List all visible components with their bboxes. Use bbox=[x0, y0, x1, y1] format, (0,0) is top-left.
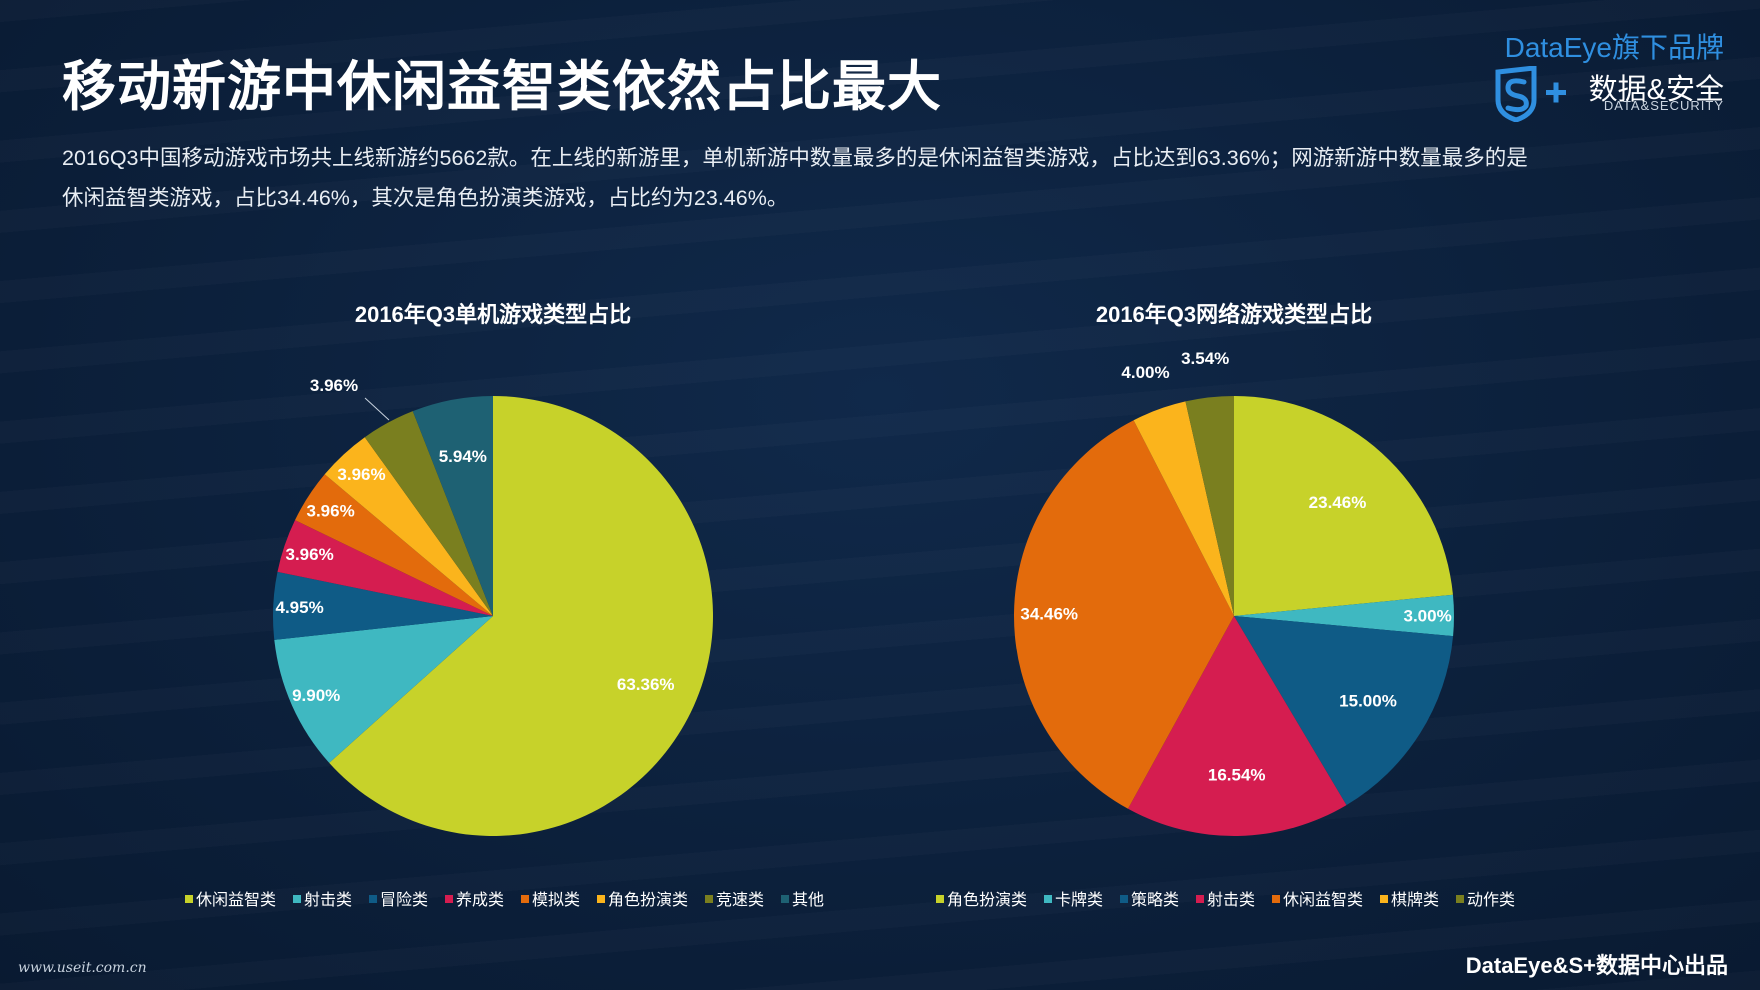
legend-swatch bbox=[1456, 895, 1464, 903]
data-label: 9.90% bbox=[292, 686, 340, 705]
data-label: 16.54% bbox=[1208, 765, 1266, 784]
pie-slice bbox=[1185, 396, 1234, 616]
legend-swatch bbox=[521, 895, 529, 903]
data-label: 23.46% bbox=[1309, 493, 1367, 512]
legend-swatch bbox=[1044, 895, 1052, 903]
legend-label: 竞速类 bbox=[716, 891, 764, 909]
page-description: 2016Q3中国移动游戏市场共上线新游约5662款。在上线的新游里，单机新游中数… bbox=[62, 138, 1622, 218]
brand-name: 数据&安全 bbox=[1588, 74, 1724, 106]
page-title: 移动新游中休闲益智类依然占比最大 bbox=[62, 57, 942, 117]
legend-label: 卡牌类 bbox=[1055, 891, 1103, 909]
legend-label: 动作类 bbox=[1467, 891, 1515, 909]
pie-slice bbox=[1234, 396, 1453, 616]
brand-name-en: DATA&SECURITY bbox=[1603, 98, 1724, 113]
legend-swatch bbox=[369, 895, 377, 903]
pie-slice bbox=[277, 520, 493, 616]
data-label: 3.54% bbox=[1181, 349, 1229, 368]
legend-label: 角色扮演类 bbox=[608, 891, 688, 909]
pie-slice bbox=[1234, 616, 1454, 806]
legend-label: 射击类 bbox=[304, 891, 352, 909]
legend-swatch bbox=[185, 895, 193, 903]
legend-label: 其他 bbox=[792, 891, 824, 909]
legend-label: 策略类 bbox=[1131, 891, 1179, 909]
legend-swatch bbox=[445, 895, 453, 903]
legend-swatch bbox=[1380, 895, 1388, 903]
data-label: 3.96% bbox=[306, 502, 354, 521]
data-label: 3.00% bbox=[1403, 607, 1451, 626]
data-label: 3.96% bbox=[285, 545, 333, 564]
leader-line bbox=[364, 397, 390, 421]
s-plus-shield-icon bbox=[1495, 66, 1566, 122]
legend-swatch bbox=[1196, 895, 1204, 903]
legend-label: 休闲益智类 bbox=[1283, 891, 1363, 909]
pie-slice bbox=[324, 437, 493, 616]
legend-swatch bbox=[1120, 895, 1128, 903]
legend-label: 射击类 bbox=[1207, 891, 1255, 909]
data-label: 3.96% bbox=[310, 376, 358, 395]
pie-slice bbox=[364, 411, 493, 616]
data-label: 34.46% bbox=[1020, 604, 1078, 623]
pie-chart-2: 2016年Q3网络游戏类型占比 23.46% 3.00% 15.00% 16.54% 34… bbox=[936, 302, 1515, 909]
legend-swatch bbox=[705, 895, 713, 903]
data-label: 4.95% bbox=[275, 598, 323, 617]
legend-label: 棋牌类 bbox=[1391, 891, 1439, 909]
pie-slice bbox=[412, 396, 493, 616]
chart-title: 2016年Q3网络游戏类型占比 bbox=[1096, 302, 1372, 327]
pie-slice bbox=[272, 571, 493, 640]
legend-label: 模拟类 bbox=[532, 891, 580, 909]
legend-label: 角色扮演类 bbox=[947, 891, 1027, 909]
brand-block: DataEye旗下品牌 数据&安全 DATA&SECURITY bbox=[1464, 26, 1724, 122]
data-label: 5.94% bbox=[439, 447, 487, 466]
pie-slice bbox=[1128, 616, 1347, 837]
footer-url: www.useit.com.cn bbox=[18, 960, 147, 976]
data-label: 63.36% bbox=[617, 675, 675, 694]
pie-slice bbox=[329, 396, 713, 836]
legend-swatch bbox=[293, 895, 301, 903]
legend-label: 冒险类 bbox=[380, 891, 428, 909]
data-label: 15.00% bbox=[1339, 692, 1397, 711]
description-line-1: 2016Q3中国移动游戏市场共上线新游约5662款。在上线的新游里，单机新游中数… bbox=[62, 146, 1528, 170]
data-label: 3.96% bbox=[337, 465, 385, 484]
chart-title: 2016年Q3单机游戏类型占比 bbox=[355, 302, 631, 327]
pie-slice bbox=[1234, 594, 1454, 637]
legend-swatch bbox=[936, 895, 944, 903]
pie-slice bbox=[1013, 420, 1234, 809]
brand-tagline: DataEye旗下品牌 bbox=[1504, 32, 1724, 63]
data-label: 4.00% bbox=[1121, 363, 1169, 382]
description-line-2: 休闲益智类游戏，占比34.46%，其次是角色扮演类游戏，占比约为23.46%。 bbox=[62, 186, 789, 210]
legend-label: 休闲益智类 bbox=[196, 891, 276, 909]
pie-chart-1: 2016年Q3单机游戏类型占比 63.36% 9.90% 4.95% 3.96% 3.96… bbox=[185, 302, 824, 909]
pie-slice bbox=[295, 474, 493, 616]
pie-slice bbox=[274, 616, 493, 763]
footer-credit: DataEye&S+数据中心出品 bbox=[1465, 953, 1728, 978]
legend-swatch bbox=[597, 895, 605, 903]
pie-slice bbox=[1133, 401, 1234, 616]
legend-swatch bbox=[781, 895, 789, 903]
legend-swatch bbox=[1272, 895, 1280, 903]
legend-label: 养成类 bbox=[456, 891, 504, 909]
